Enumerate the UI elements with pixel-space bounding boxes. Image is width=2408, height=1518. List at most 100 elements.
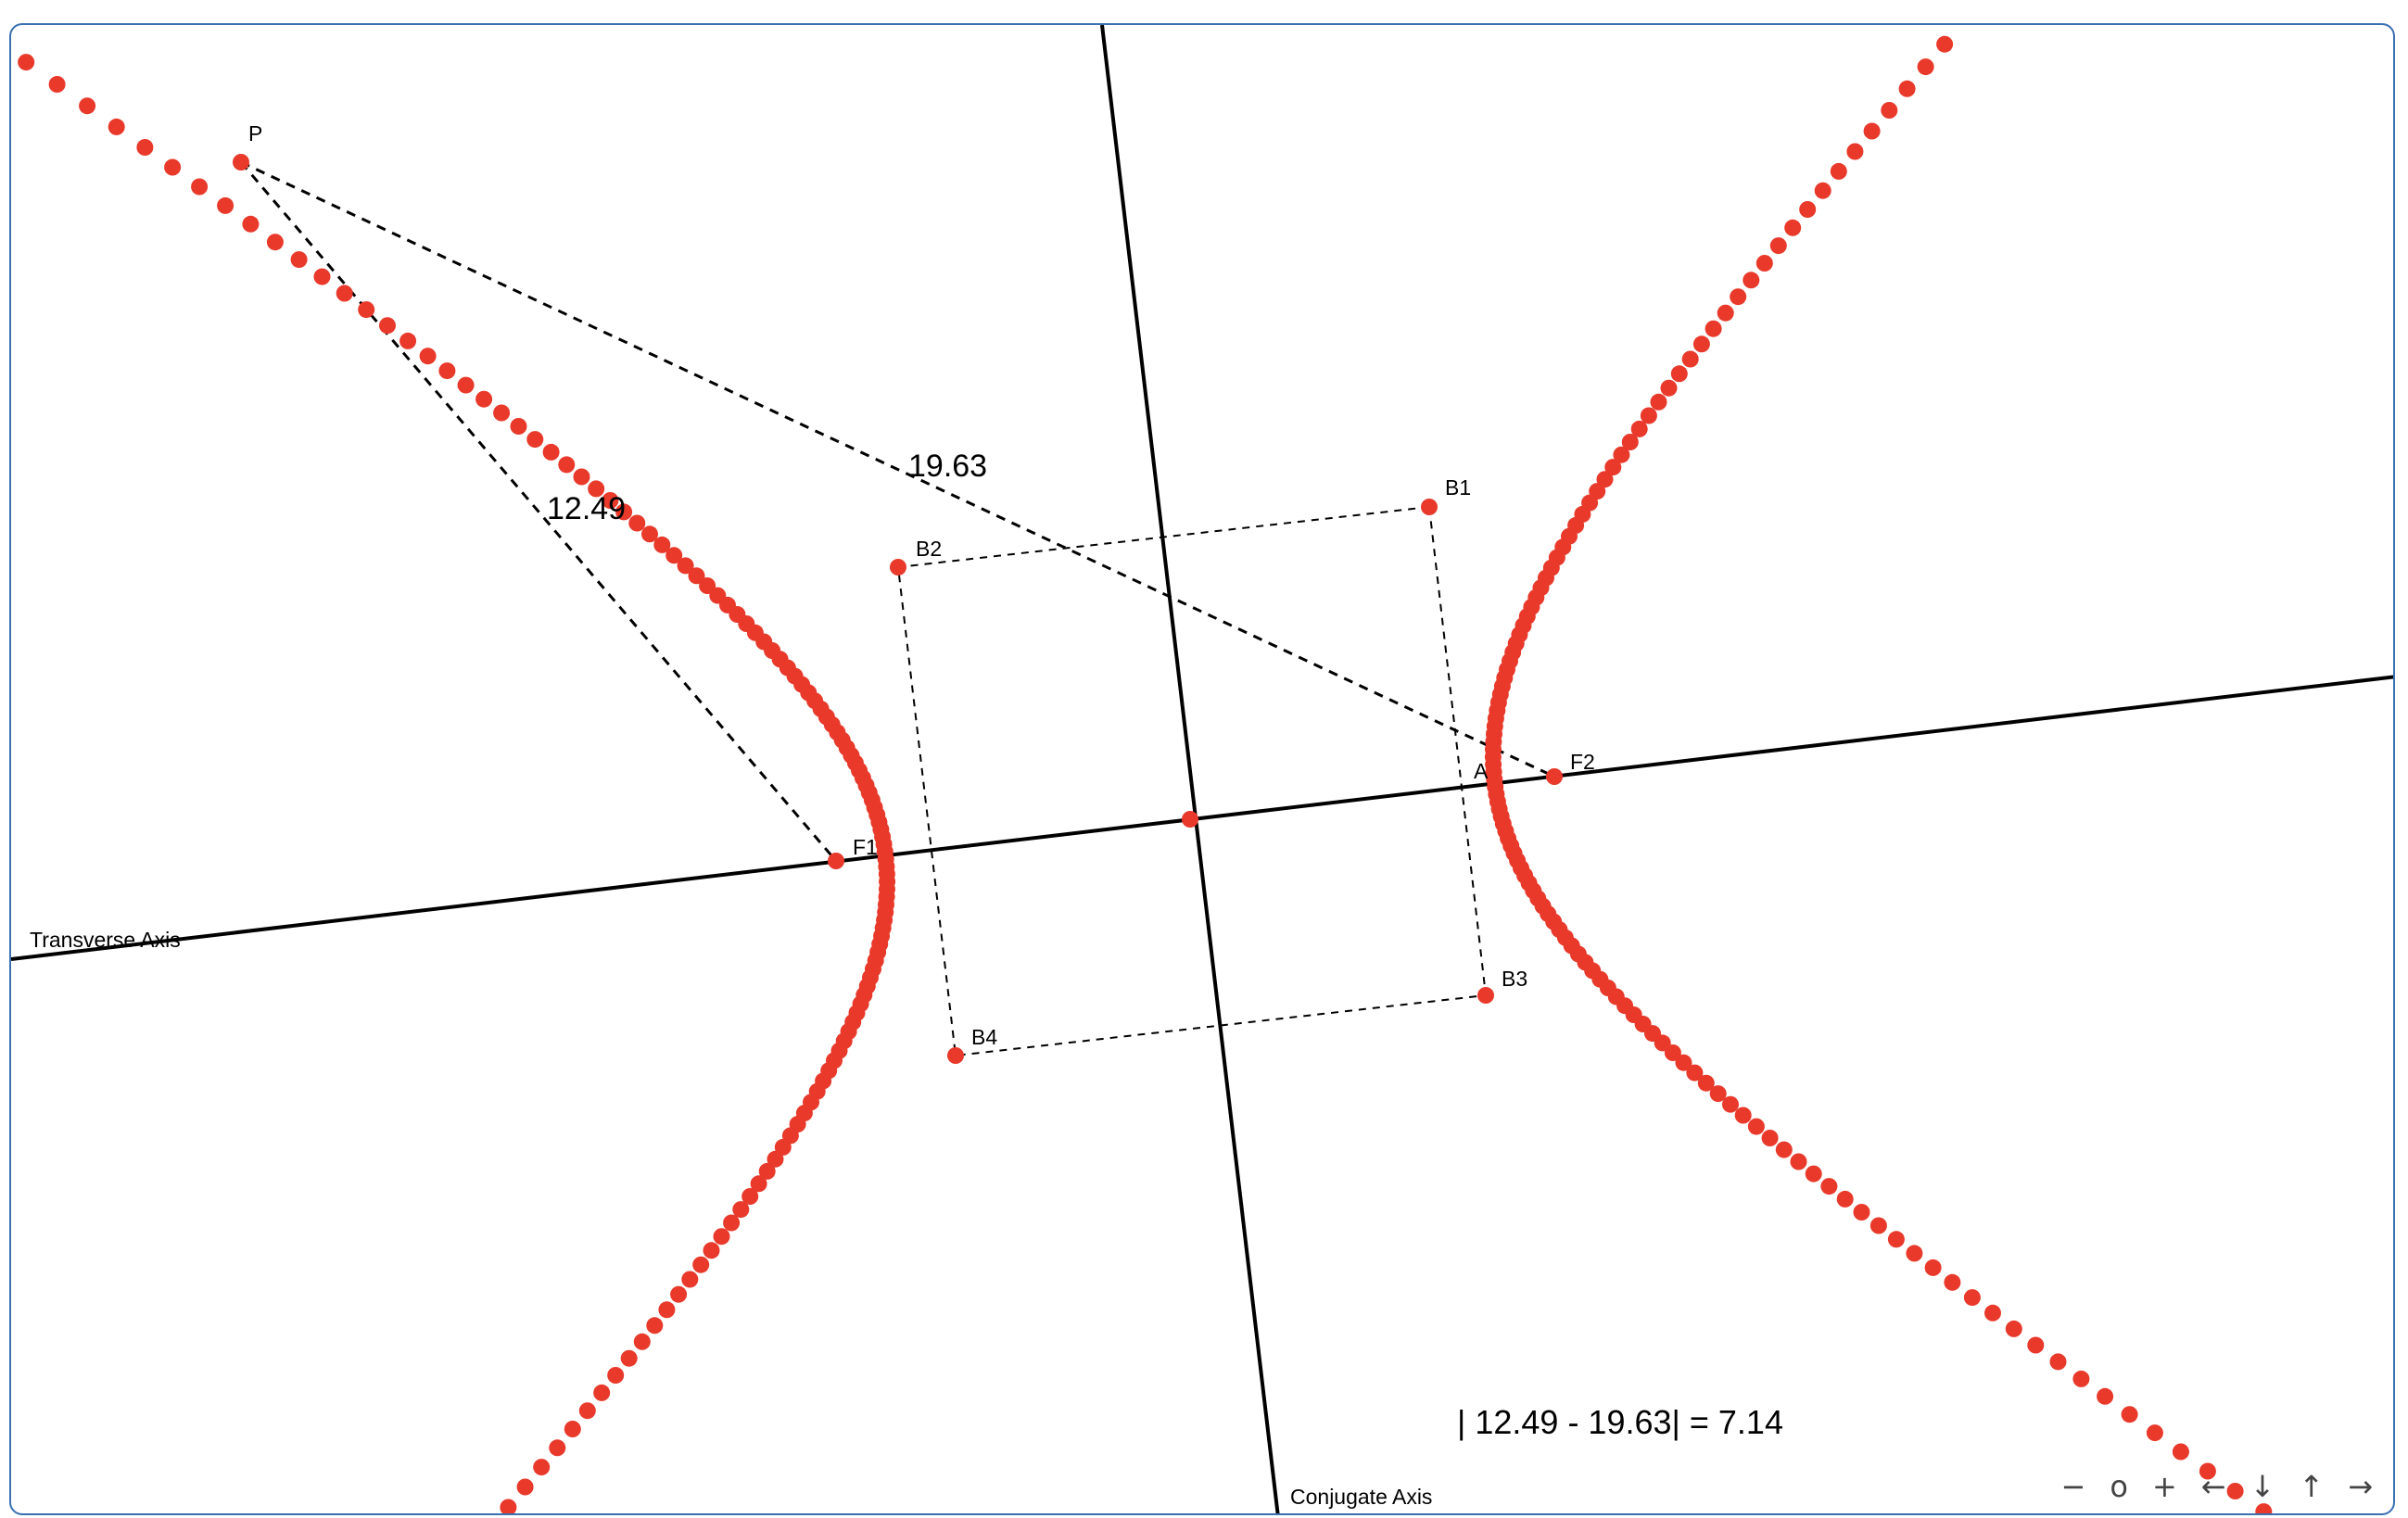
trace-dot <box>1881 102 1898 119</box>
trace-dot <box>1697 1074 1715 1092</box>
trace-dot <box>510 418 527 435</box>
trace-dot <box>1705 320 1722 337</box>
trace-dot <box>457 376 475 394</box>
label-dist-pf1: 12.49 <box>547 491 626 526</box>
trace-dot <box>1917 58 1934 76</box>
trace-dot <box>1650 393 1667 411</box>
trace-dot <box>1820 1178 1838 1195</box>
trace-dot <box>1846 143 1864 160</box>
trace-dot <box>549 1439 566 1457</box>
trace-dot <box>493 404 511 422</box>
trace-dot <box>1936 35 1954 53</box>
label-p: P <box>248 121 262 145</box>
construction-board[interactable]: P F1 F2 A B1 B2 B3 B4 Transverse Axis Co… <box>9 23 2395 1515</box>
trace-dot <box>1887 1231 1905 1248</box>
trace-dot <box>108 118 125 135</box>
label-a: A <box>1474 759 1489 783</box>
trace-dot <box>1670 365 1688 383</box>
trace-dot <box>633 1333 651 1350</box>
trace-dot <box>665 547 683 564</box>
trace-dot <box>1675 1054 1692 1071</box>
trace-dot <box>1613 446 1630 463</box>
trace-dot <box>191 178 209 196</box>
trace-dot <box>670 1285 688 1303</box>
zoom-in-button[interactable]: + <box>2151 1469 2177 1504</box>
hyperbola-trace <box>18 35 2273 1513</box>
trace-dot <box>500 1499 517 1513</box>
trace-dot <box>1853 1204 1870 1221</box>
trace-dot <box>1621 434 1639 450</box>
trace-dot <box>79 97 96 115</box>
trace-dot <box>2146 1424 2163 1442</box>
trace-dot <box>653 536 671 553</box>
trace-dot <box>2049 1353 2067 1371</box>
trace-dot <box>723 1214 741 1232</box>
trace-dot <box>741 1188 759 1205</box>
trace-dot <box>1836 1190 1854 1208</box>
label-conjugate-axis: Conjugate Axis <box>1290 1485 1432 1509</box>
point-b2[interactable] <box>890 559 906 576</box>
trace-dot <box>136 139 154 156</box>
pan-left-button[interactable]: ← <box>2200 1469 2226 1504</box>
trace-dot <box>774 1138 792 1156</box>
trace-dot <box>573 468 590 486</box>
pan-down-button[interactable]: ↓ <box>2250 1469 2275 1504</box>
trace-dot <box>542 443 560 461</box>
trace-dot <box>217 196 234 214</box>
trace-dot <box>1944 1273 1961 1291</box>
trace-dot <box>2005 1320 2022 1337</box>
trace-dot <box>242 215 260 233</box>
point-b3[interactable] <box>1477 987 1494 1004</box>
trace-dot <box>1769 237 1787 255</box>
trace-dot <box>1717 304 1734 322</box>
segment-p-f2 <box>240 160 1555 778</box>
trace-dot <box>593 1384 611 1401</box>
zoom-out-button[interactable]: − <box>2060 1469 2086 1504</box>
point-f2[interactable] <box>1546 768 1563 785</box>
label-f1: F1 <box>853 835 878 859</box>
point-b4[interactable] <box>947 1047 964 1064</box>
trace-dot <box>1984 1304 2001 1322</box>
trace-dot <box>1805 1165 1822 1183</box>
trace-dot <box>615 503 633 521</box>
trace-dot <box>358 301 375 319</box>
trace-dot <box>1743 272 1760 289</box>
trace-dot <box>1963 1289 1981 1307</box>
trace-dot <box>1640 407 1657 424</box>
trace-dot <box>688 567 705 585</box>
navigation-bar: − o + ← ↓ ↑ → <box>2061 1469 2373 1504</box>
point-b1[interactable] <box>1421 499 1438 515</box>
trace-dot <box>533 1459 551 1476</box>
trace-dot <box>1784 219 1802 236</box>
trace-dot <box>681 1271 699 1288</box>
zoom-reset-button[interactable]: o <box>2110 1469 2128 1504</box>
hyperbola-construction: P F1 F2 A B1 B2 B3 B4 Transverse Axis Co… <box>11 25 2393 1513</box>
trace-dot <box>1863 122 1881 140</box>
trace-dot <box>732 1201 750 1219</box>
pan-right-button[interactable]: → <box>2348 1469 2373 1504</box>
trace-dot <box>558 456 576 474</box>
label-f2: F2 <box>1570 750 1595 774</box>
point-p[interactable] <box>233 154 249 171</box>
trace-dot <box>1924 1259 1942 1276</box>
trace-dot <box>1730 288 1747 306</box>
trace-dot <box>475 390 493 408</box>
label-transverse-axis: Transverse Axis <box>30 928 181 952</box>
trace-dot <box>1604 459 1622 476</box>
trace-dot <box>1734 1107 1752 1124</box>
trace-dot <box>313 268 331 285</box>
trace-dot <box>2255 1503 2273 1513</box>
point-center[interactable] <box>1182 811 1198 828</box>
trace-dot <box>602 492 619 509</box>
trace-dot <box>658 1301 676 1319</box>
trace-dot <box>1775 1141 1793 1158</box>
trace-dot <box>1709 1085 1727 1103</box>
pan-up-button[interactable]: ↑ <box>2299 1469 2325 1504</box>
trace-dot <box>692 1256 710 1273</box>
label-b2: B2 <box>916 537 942 561</box>
point-f1[interactable] <box>828 853 844 869</box>
label-b3: B3 <box>1502 967 1527 991</box>
trace-dot <box>1722 1095 1739 1113</box>
trace-dot <box>2072 1370 2090 1387</box>
trace-dot <box>1755 255 1773 272</box>
